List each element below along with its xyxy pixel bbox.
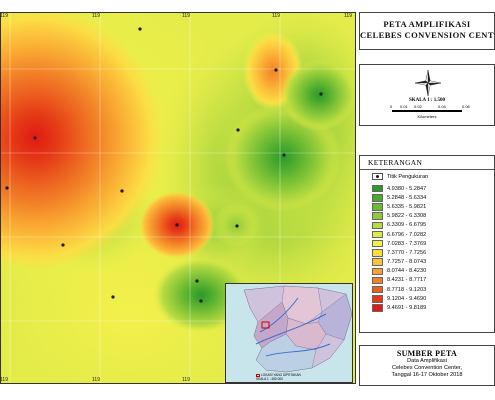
scale-bar — [392, 110, 462, 112]
legend-class-item: 8.7718 - 9.1203 — [372, 285, 426, 294]
legend-class-item: 5.6335 - 5.9821 — [372, 202, 426, 211]
legend-class-item: 4.9380 - 5.2847 — [372, 184, 426, 193]
legend-swatch — [372, 258, 383, 266]
measurement-point — [33, 136, 37, 140]
measurement-point — [235, 224, 239, 228]
coord-label-top: 119 — [0, 13, 8, 19]
legend-class-label: 6.6796 - 7.0282 — [387, 231, 427, 238]
measurement-point — [199, 299, 203, 303]
legend-swatch — [372, 239, 383, 248]
coord-label-bottom: 119 — [0, 377, 8, 383]
location-inset-map[interactable]: LOKASI YANG DIPETAKAN SKALA 1 : 450.000 — [225, 283, 353, 383]
legend-class-label: 4.9380 - 5.2847 — [387, 185, 427, 192]
measurement-point — [274, 68, 278, 72]
legend-swatch — [372, 304, 383, 312]
legend-swatch — [372, 249, 383, 257]
map-title-line-2: CELEBES CONVENSION CENTER — [360, 30, 495, 40]
measurement-point — [236, 128, 240, 132]
point-symbol-icon — [372, 173, 383, 180]
source-panel: SUMBER PETA Data Amplifikasi Celebes Con… — [359, 345, 495, 386]
legend-class-item: 8.0744 - 8.4230 — [372, 267, 426, 276]
measurement-point — [319, 92, 323, 96]
legend-point-item: Titik Pengukuran — [372, 173, 428, 180]
scale-unit: Kilometers — [417, 114, 437, 119]
source-title: SUMBER PETA — [396, 349, 458, 358]
legend-swatch — [372, 221, 383, 230]
legend-class-item: 7.3770 - 7.7256 — [372, 248, 426, 257]
legend-swatch — [372, 184, 383, 193]
map-title-line-1: PETA AMPLIFIKASI — [383, 19, 471, 29]
legend-class-item: 8.4231 - 8.7717 — [372, 276, 426, 285]
amplification-map[interactable] — [0, 12, 356, 384]
legend-class-item: 7.7257 - 8.0743 — [372, 258, 426, 267]
legend-title: KETERANGAN — [368, 158, 423, 167]
map-title-panel: PETA AMPLIFIKASI CELEBES CONVENSION CENT… — [359, 12, 495, 50]
coord-label-bottom: 119 — [182, 377, 190, 383]
measurement-point — [282, 153, 286, 157]
legend-class-item: 5.2848 - 5.6334 — [372, 193, 426, 202]
legend-class-label: 5.9822 - 6.3308 — [387, 213, 427, 220]
measurement-point — [111, 295, 115, 299]
coord-label-top: 119 — [92, 13, 100, 19]
legend-class-label: 7.3770 - 7.7256 — [387, 249, 427, 256]
legend-class-label: 7.0283 - 7.3769 — [387, 240, 427, 247]
legend-panel: KETERANGAN Titik Pengukuran 4.9380 - 5.2… — [359, 155, 495, 333]
source-line: Tanggal 16-17 Oktober 2018 — [391, 371, 463, 378]
legend-swatch — [372, 212, 383, 220]
measurement-point — [175, 223, 179, 227]
coord-label-bottom: 119 — [92, 377, 100, 383]
measurement-point — [120, 189, 124, 193]
scale-label: SKALA 1 : 1.500 — [408, 98, 446, 103]
legend-swatch — [372, 285, 383, 294]
scale-panel: SKALA 1 : 1.500 0 0.01 0.02 0.04 0.06 Ki… — [359, 64, 495, 126]
legend-swatch — [372, 203, 383, 211]
legend-class-item: 5.9822 - 6.3308 — [372, 212, 426, 221]
source-line: Celebes Convention Center, — [392, 364, 462, 371]
legend-class-label: 8.4231 - 8.7717 — [387, 277, 427, 284]
legend-swatch — [372, 295, 383, 303]
legend-swatch — [372, 194, 383, 202]
legend-class-label: 5.2848 - 5.6334 — [387, 194, 427, 201]
inset-legend: LOKASI YANG DIPETAKAN SKALA 1 : 450.000 — [256, 373, 301, 381]
measurement-point — [5, 186, 9, 190]
legend-class-label: 8.0744 - 8.4230 — [387, 268, 427, 275]
coord-label-top: 119 — [182, 13, 190, 19]
measurement-point — [61, 243, 65, 247]
measurement-point — [138, 27, 142, 31]
legend-class-label: 7.7257 - 8.0743 — [387, 259, 427, 266]
legend-class-item: 7.0283 - 7.3769 — [372, 239, 426, 248]
legend-class-label: 9.1204 - 9.4690 — [387, 295, 427, 302]
legend-class-label: 9.4691 - 9.8189 — [387, 305, 427, 312]
legend-class-label: 8.7718 - 9.1203 — [387, 286, 427, 293]
coord-label-top: 119 — [272, 13, 280, 19]
legend-swatch — [372, 230, 383, 239]
source-line: Data Amplifikasi — [407, 358, 447, 364]
legend-class-item: 9.1204 - 9.4690 — [372, 294, 426, 303]
north-arrow-icon — [414, 69, 442, 97]
legend-class-item: 6.6796 - 7.0282 — [372, 230, 426, 239]
measurement-point — [195, 279, 199, 283]
legend-class-label: 5.6335 - 5.9821 — [387, 203, 427, 210]
coord-label-top: 119 — [344, 13, 352, 19]
legend-class-label: 6.3309 - 6.6795 — [387, 222, 427, 229]
legend-class-item: 6.3309 - 6.6795 — [372, 221, 426, 230]
legend-classes: 4.9380 - 5.2847 5.2848 - 5.6334 5.6335 - 5… — [372, 184, 426, 313]
legend-swatch — [372, 276, 383, 285]
legend-class-item: 9.4691 - 9.8189 — [372, 303, 426, 312]
legend-swatch — [372, 267, 383, 276]
